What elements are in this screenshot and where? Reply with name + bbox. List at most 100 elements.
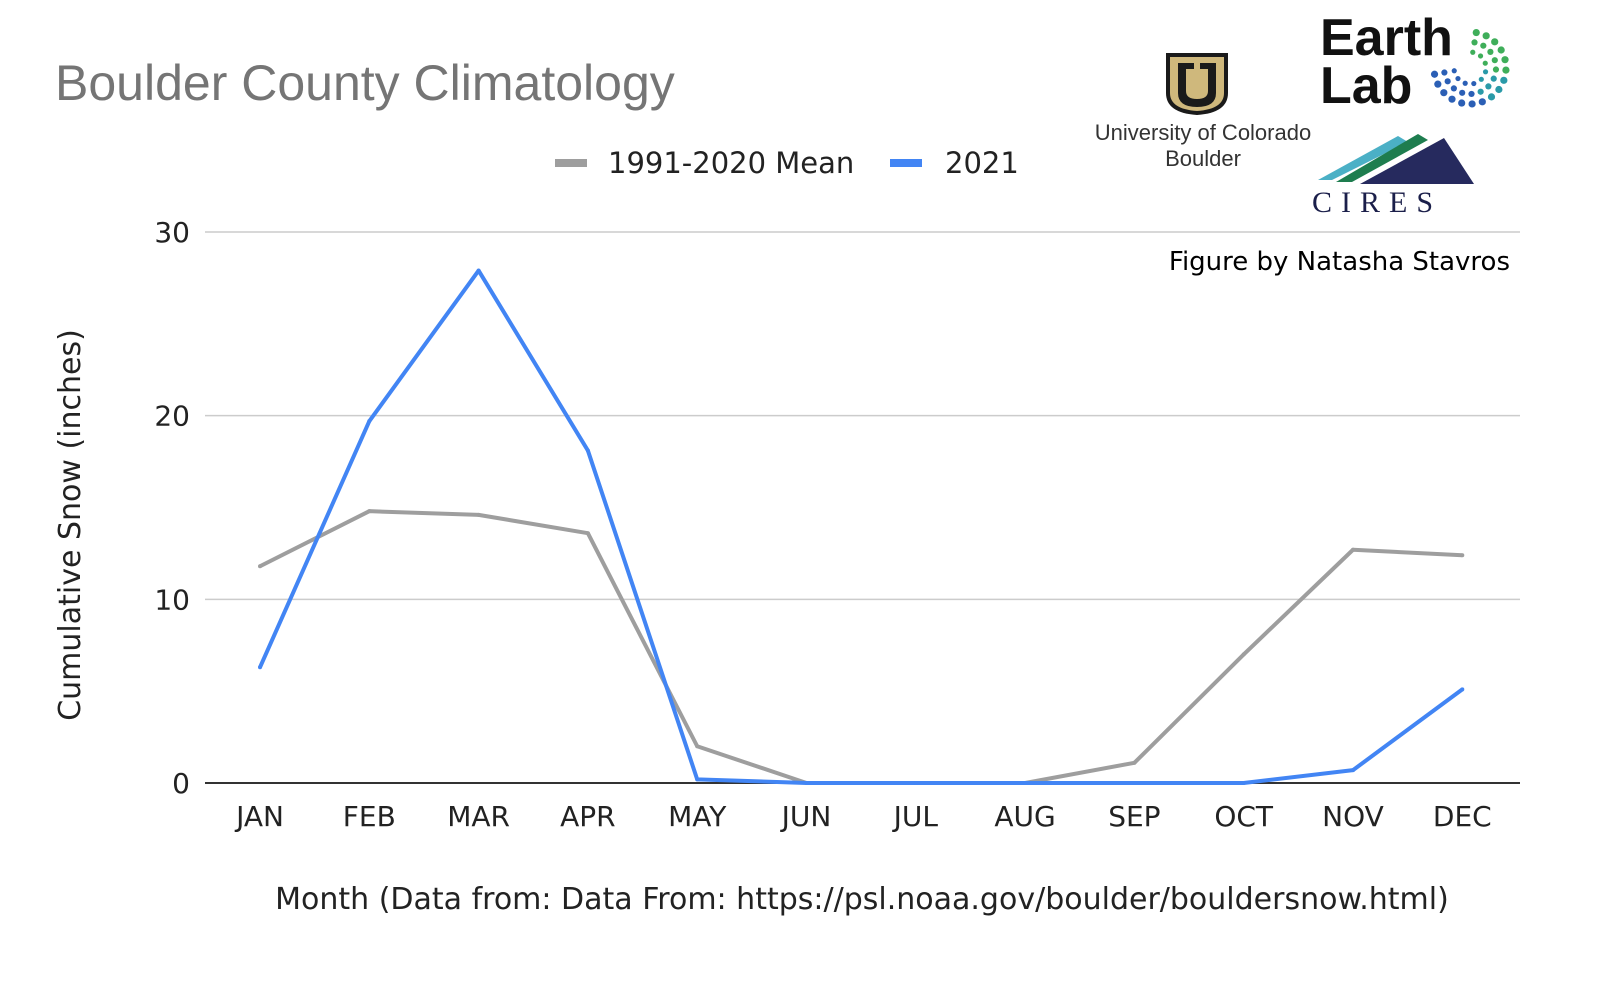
earth-lab-dots-icon: [1430, 28, 1510, 108]
x-tick-label: AUG: [994, 800, 1055, 833]
y-axis-label: Cumulative Snow (inches): [53, 329, 88, 721]
data-point: [695, 744, 700, 749]
y-tick-label: 30: [154, 216, 190, 249]
x-tick-label: JUN: [780, 800, 832, 833]
gridlines: [205, 231, 1520, 784]
data-point: [1132, 781, 1137, 785]
logo-dot: [1490, 75, 1497, 82]
logo-dot: [1487, 48, 1494, 55]
earth-lab-line1: Earth: [1320, 9, 1453, 67]
x-axis-ticks: JAN FEB MAR APR MAY JUN JUL AUG SEP OCT NOV DEC: [234, 800, 1492, 833]
logo-dot: [1485, 83, 1492, 90]
earth-lab-logo: Earth Lab: [1320, 9, 1510, 115]
legend: 1991-2020 Mean 2021: [555, 146, 1019, 180]
cu-emblem-icon: [1166, 53, 1228, 116]
x-tick-label: OCT: [1214, 800, 1274, 833]
logo-dot: [1444, 78, 1451, 85]
chart-title: Boulder County Climatology: [55, 55, 675, 111]
x-tick-label: NOV: [1322, 800, 1384, 833]
logo-dot: [1477, 88, 1484, 95]
logo-dot: [1462, 80, 1468, 86]
data-point: [258, 665, 262, 670]
data-point: [913, 781, 918, 785]
logo-dot: [1477, 53, 1484, 59]
logo-dot: [1482, 32, 1490, 40]
x-tick-label: DEC: [1433, 800, 1492, 833]
legend-label: 1991-2020 Mean: [608, 146, 854, 180]
data-point: [804, 781, 809, 785]
logo-dot: [1451, 68, 1457, 74]
logo-dot: [1478, 98, 1486, 106]
x-tick-label: APR: [560, 800, 616, 833]
data-point: [585, 531, 590, 536]
figure-credit: Figure by Natasha Stavros: [1169, 247, 1510, 277]
logo-dot: [1458, 99, 1466, 107]
data-point: [1241, 781, 1246, 785]
data-point: [1023, 781, 1028, 785]
data-point: [367, 419, 372, 424]
data-point: [1460, 687, 1465, 692]
cu-name-line1: University of Colorado: [1095, 120, 1311, 145]
y-tick-label: 10: [154, 583, 190, 616]
logo-dot: [1501, 56, 1509, 64]
logo-dot: [1430, 70, 1439, 78]
legend-swatch: [890, 159, 922, 167]
logo-dot: [1472, 28, 1480, 37]
series-lines: [258, 268, 1465, 785]
logo-dot: [1495, 85, 1503, 94]
logo-dot: [1487, 93, 1496, 101]
data-point: [367, 509, 372, 514]
logo-dot: [1434, 80, 1442, 88]
data-point: [695, 777, 700, 782]
x-tick-label: MAY: [668, 800, 727, 833]
y-tick-label: 0: [172, 767, 190, 800]
y-axis-ticks: 0 10 20 30: [154, 216, 190, 800]
logo-dot: [1482, 69, 1489, 75]
logo-dot: [1468, 90, 1475, 98]
cires-logo: CIRES: [1312, 134, 1474, 219]
x-tick-label: SEP: [1108, 800, 1160, 833]
x-axis-label: Month (Data from: Data From: https://psl…: [275, 882, 1449, 917]
x-tick-label: MAR: [447, 800, 510, 833]
x-tick-label: JAN: [234, 800, 284, 833]
logo-dot: [1468, 100, 1476, 108]
logo-dot: [1441, 69, 1448, 76]
logo-dot: [1491, 38, 1499, 46]
data-point: [476, 268, 481, 273]
cires-name: CIRES: [1312, 186, 1442, 219]
data-point: [1241, 652, 1246, 657]
logo-dot: [1470, 49, 1476, 55]
logo-dot: [1502, 66, 1510, 74]
x-tick-label: FEB: [343, 800, 396, 833]
cu-boulder-logo: University of Colorado Boulder: [1095, 53, 1311, 171]
logo-dot: [1497, 46, 1505, 54]
logo-dot: [1500, 76, 1508, 84]
cu-name-line2: Boulder: [1165, 146, 1241, 171]
data-point: [1351, 768, 1355, 773]
logo-dot: [1480, 42, 1487, 49]
logo-dot: [1471, 80, 1477, 87]
x-tick-label: JUL: [892, 800, 939, 833]
legend-swatch: [555, 159, 587, 167]
logo-dot: [1450, 85, 1457, 92]
data-point: [258, 564, 262, 569]
series-line-1: [259, 509, 1463, 785]
data-point: [585, 448, 590, 453]
data-point: [1460, 553, 1465, 558]
logo-dot: [1459, 89, 1466, 96]
y-tick-label: 20: [154, 400, 190, 433]
logo-dot: [1491, 57, 1498, 64]
data-point: [1351, 547, 1355, 552]
series-line-2: [258, 268, 1464, 785]
legend-label: 2021: [945, 146, 1019, 180]
earth-lab-line2: Lab: [1320, 57, 1412, 115]
logo-dot: [1482, 60, 1488, 66]
logo-dot: [1448, 95, 1456, 103]
data-point: [476, 512, 481, 517]
logo-dot: [1471, 39, 1478, 46]
logo-dot: [1455, 75, 1461, 82]
logo-dot: [1492, 66, 1500, 73]
logo-dot: [1478, 76, 1484, 82]
data-point: [1132, 760, 1137, 765]
